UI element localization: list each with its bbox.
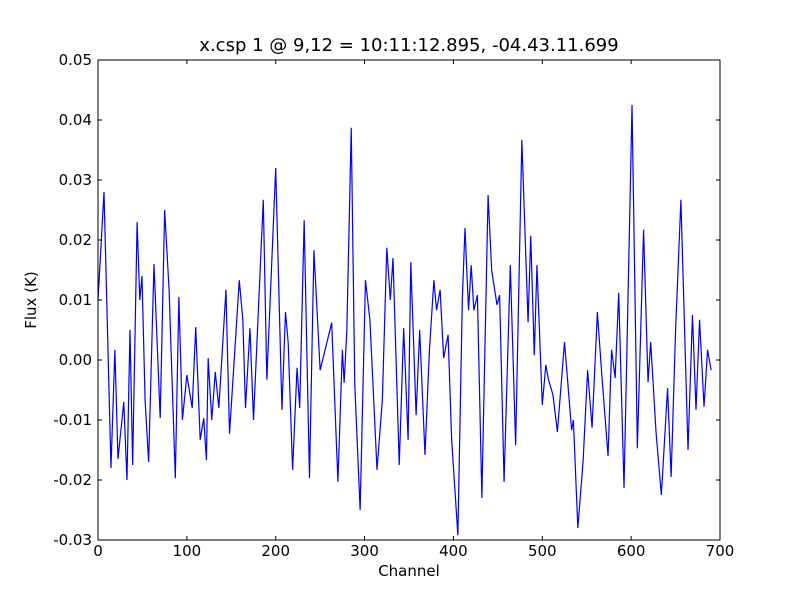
data-line <box>97 104 712 536</box>
x-tick-label: 300 <box>350 542 379 560</box>
chart-title: x.csp 1 @ 9,12 = 10:11:12.895, -04.43.11… <box>199 35 618 56</box>
y-tick-label: 0.02 <box>59 231 92 249</box>
y-axis-label: Flux (K) <box>22 271 40 329</box>
x-tick-label: 500 <box>528 542 557 560</box>
x-axis-label: Channel <box>378 562 440 580</box>
y-tick-label: -0.01 <box>53 411 92 429</box>
y-tick-label: -0.03 <box>53 531 92 549</box>
y-tick-label: 0.04 <box>59 111 92 129</box>
x-tick-label: 100 <box>173 542 202 560</box>
x-tick-label: 600 <box>617 542 646 560</box>
x-tick-label: 400 <box>439 542 468 560</box>
y-tick-label: -0.02 <box>53 471 92 489</box>
y-tick-label: 0.05 <box>59 51 92 69</box>
y-tick-label: 0.00 <box>59 351 92 369</box>
x-tick-label: 700 <box>706 542 735 560</box>
y-tick-label: 0.01 <box>59 291 92 309</box>
x-tick-label: 200 <box>261 542 290 560</box>
y-tick-label: 0.03 <box>59 171 92 189</box>
x-tick-label: 0 <box>93 542 103 560</box>
